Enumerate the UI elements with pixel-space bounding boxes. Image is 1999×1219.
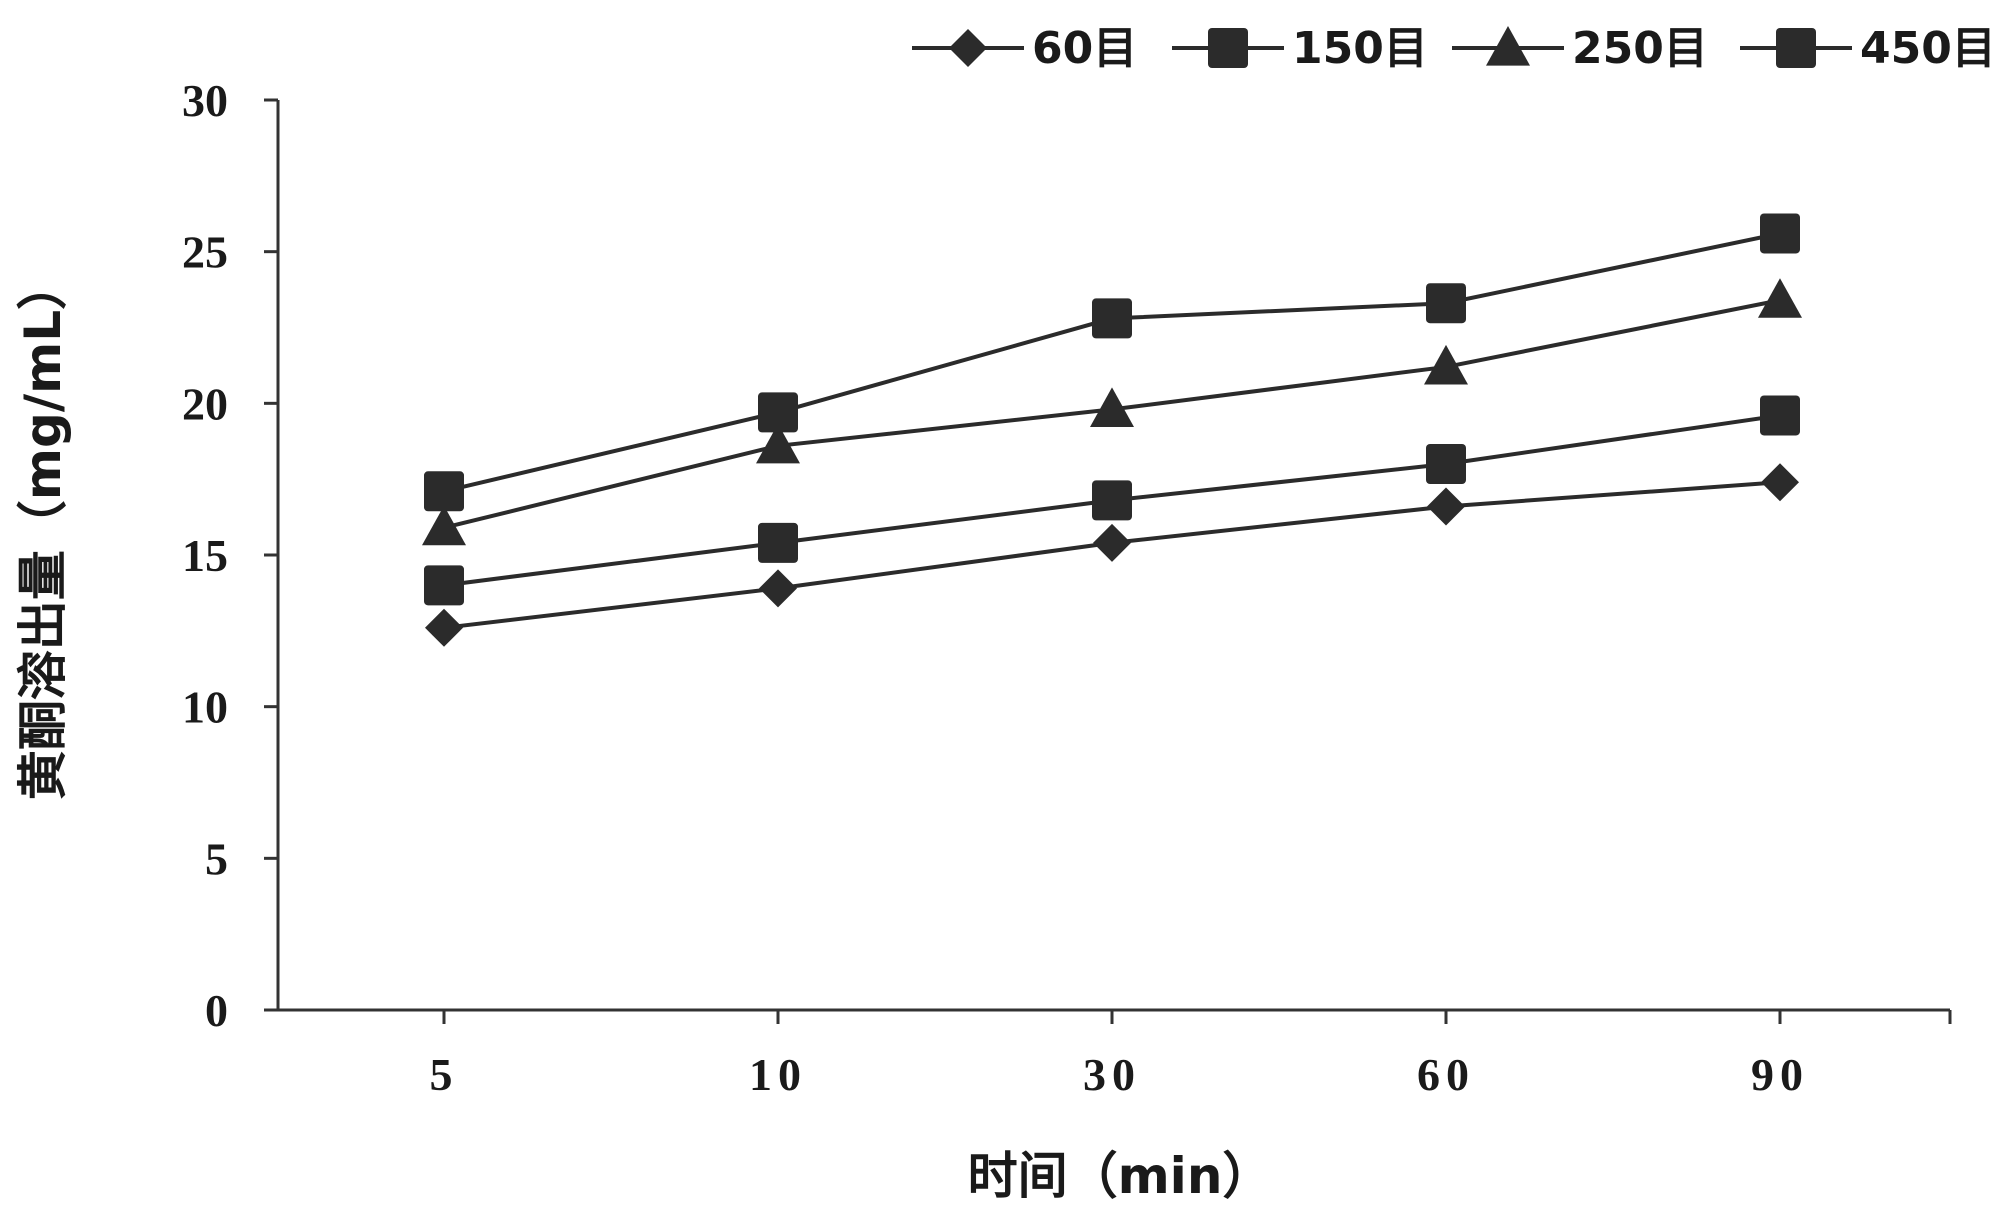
- data-point-triangle: [422, 505, 466, 546]
- legend-marker-square: [1776, 28, 1816, 68]
- series-4: [424, 213, 1800, 512]
- data-point-square: [1760, 213, 1800, 254]
- legend-entry: 450目: [1740, 23, 1996, 74]
- legend-label: 60目: [1032, 23, 1137, 74]
- y-axis-title: 黄酮溶出量（mg/mL）: [14, 260, 72, 800]
- x-axis-ticks: 5 10 30 60 90: [430, 1010, 1952, 1100]
- series-line: [443, 231, 1781, 494]
- series-3: [422, 278, 1802, 546]
- y-tick-label: 15: [182, 530, 228, 581]
- legend-label: 450目: [1860, 23, 1996, 74]
- x-axis-title: 时间（min）: [968, 1147, 1273, 1205]
- legend-label: 150目: [1292, 23, 1428, 74]
- x-tick-label: 60: [1417, 1049, 1475, 1100]
- legend-marker-square: [1208, 28, 1248, 68]
- y-tick-label: 5: [205, 833, 228, 884]
- data-point-square: [1426, 283, 1466, 324]
- legend-label: 250目: [1572, 23, 1708, 74]
- data-point-square: [758, 522, 798, 563]
- y-tick-label: 0: [205, 985, 228, 1036]
- series-layer: [422, 213, 1802, 647]
- x-tick-label: 30: [1083, 1049, 1141, 1100]
- data-point-triangle: [1424, 344, 1468, 385]
- y-tick-label: 25: [182, 227, 228, 278]
- data-point-diamond: [759, 569, 797, 608]
- legend-entry: 250目: [1452, 23, 1708, 74]
- legend-marker-triangle: [1486, 26, 1530, 66]
- y-tick-label: 20: [182, 378, 228, 429]
- x-tick-label: 5: [430, 1049, 459, 1100]
- legend-entry: 150目: [1172, 23, 1428, 74]
- x-tick-label: 90: [1751, 1049, 1809, 1100]
- data-point-triangle: [756, 423, 800, 464]
- y-tick-label: 30: [182, 75, 228, 126]
- data-point-square: [1092, 480, 1132, 521]
- data-point-square: [424, 471, 464, 512]
- data-point-triangle: [1758, 278, 1802, 318]
- y-axis-ticks: 0 5 10 15 20 25 30: [182, 75, 278, 1036]
- legend: 60目 150目 250目 450目: [912, 23, 1996, 74]
- data-point-square: [424, 565, 464, 606]
- legend-entry: 60目: [912, 23, 1137, 74]
- data-point-diamond: [1427, 487, 1465, 526]
- data-point-square: [1760, 395, 1800, 436]
- y-tick-label: 10: [182, 682, 228, 733]
- data-point-square: [758, 392, 798, 433]
- data-point-diamond: [1761, 463, 1799, 502]
- x-tick-label: 10: [749, 1049, 807, 1100]
- data-point-square: [1426, 444, 1466, 484]
- data-point-diamond: [1093, 523, 1131, 562]
- series-2: [424, 395, 1800, 606]
- data-point-square: [1092, 298, 1132, 339]
- legend-marker-diamond: [949, 29, 987, 67]
- data-point-diamond: [425, 608, 463, 647]
- series-1: [425, 463, 1799, 647]
- data-point-triangle: [1090, 387, 1134, 427]
